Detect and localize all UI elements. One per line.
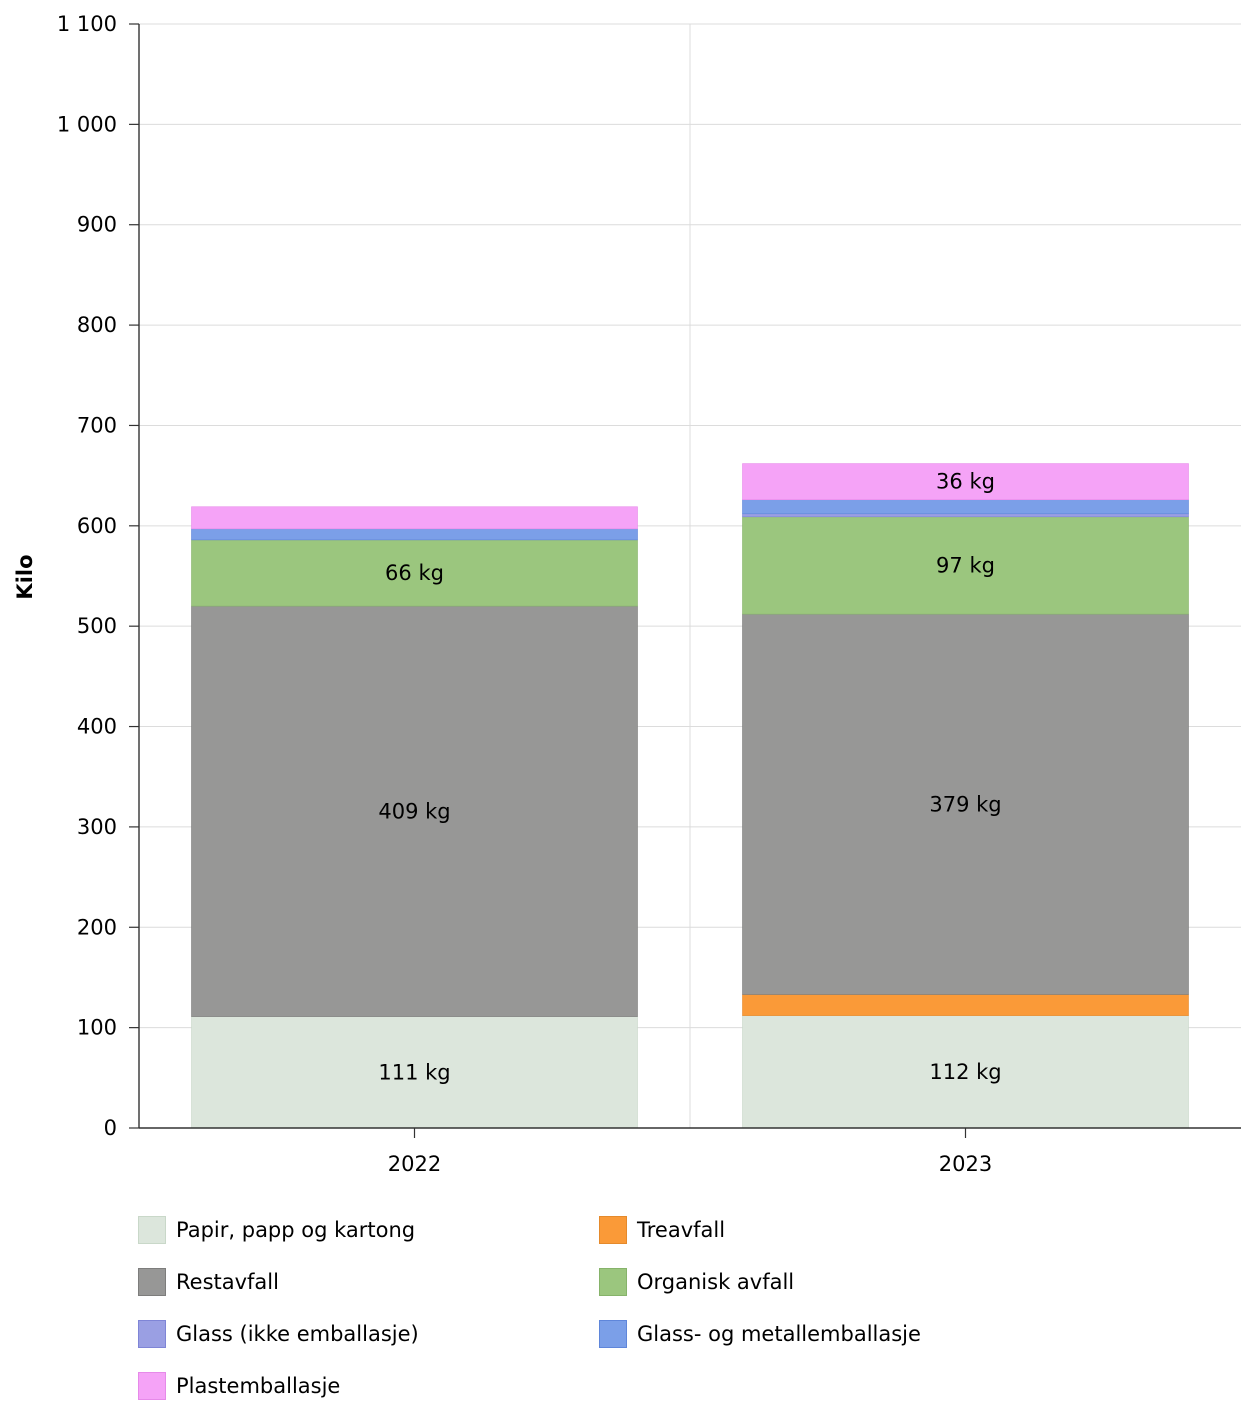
- legend-item[interactable]: Glass (ikke emballasje): [138, 1318, 419, 1350]
- legend-item[interactable]: Treavfall: [599, 1214, 725, 1246]
- legend-swatch: [599, 1320, 627, 1348]
- y-tick-label: 100: [77, 1016, 117, 1040]
- legend-item[interactable]: Glass- og metallemballasje: [599, 1318, 921, 1350]
- axes: 0 100 200 300 400 500 600 700 800 900 1 000 1 100 20…: [57, 12, 1241, 1176]
- y-tick-label: 900: [77, 213, 117, 237]
- data-label: 409 kg: [378, 799, 450, 823]
- bar-segment: [742, 994, 1189, 1016]
- legend-swatch: [599, 1268, 627, 1296]
- legend-item[interactable]: Organisk avfall: [599, 1266, 794, 1298]
- y-tick-label: 500: [77, 614, 117, 638]
- y-tick-label: 300: [77, 815, 117, 839]
- x-tick-label: 2022: [388, 1152, 441, 1176]
- y-tick-label: 700: [77, 413, 117, 437]
- y-tick-label: 1 100: [57, 12, 117, 36]
- data-label: 111 kg: [378, 1060, 450, 1084]
- y-tick-label: 200: [77, 915, 117, 939]
- y-axis-label: Kilo: [13, 554, 37, 599]
- bar-segment: [742, 499, 1189, 515]
- legend-swatch: [599, 1216, 627, 1244]
- data-label: 97 kg: [936, 553, 995, 577]
- legend-label: Treavfall: [637, 1218, 726, 1242]
- bar-segment: [742, 513, 1189, 518]
- legend-swatch: [138, 1372, 166, 1400]
- bars: [191, 463, 1189, 1129]
- y-tick-label: 1 000: [57, 112, 117, 136]
- legend-label: Plastemballasje: [176, 1374, 341, 1398]
- bar-segment: [191, 605, 638, 1017]
- bar-segment: [191, 528, 638, 541]
- legend-swatch: [138, 1320, 166, 1348]
- legend-label: Papir, papp og kartong: [176, 1218, 416, 1242]
- y-tick-label: 400: [77, 715, 117, 739]
- legend-label: Glass- og metallemballasje: [637, 1322, 921, 1346]
- legend-label: Organisk avfall: [637, 1270, 795, 1294]
- bar-segment: [742, 516, 1189, 615]
- legend-swatch: [138, 1268, 166, 1296]
- data-label: 379 kg: [929, 792, 1001, 816]
- data-label: 66 kg: [385, 561, 444, 585]
- data-label: 112 kg: [929, 1060, 1001, 1084]
- legend-label: Restavfall: [176, 1270, 279, 1294]
- legend-item[interactable]: Papir, papp og kartong: [138, 1214, 415, 1246]
- y-tick-label: 0: [104, 1116, 117, 1140]
- bar-segment: [191, 506, 638, 530]
- data-labels: 111 kg 409 kg 66 kg 112 kg 379 kg 97 kg 36 kg: [378, 470, 1001, 1085]
- legend-item[interactable]: Plastemballasje: [138, 1370, 340, 1402]
- bar-segment: [742, 1015, 1189, 1129]
- y-tick-label: 600: [77, 514, 117, 538]
- x-tick-label: 2023: [939, 1152, 992, 1176]
- bar-segment: [742, 463, 1189, 501]
- legend-item[interactable]: Restavfall: [138, 1266, 279, 1298]
- y-tick-label: 800: [77, 313, 117, 337]
- data-label: 36 kg: [936, 470, 995, 494]
- legend-swatch: [138, 1216, 166, 1244]
- legend-label: Glass (ikke emballasje): [176, 1322, 419, 1346]
- bar-segment: [191, 1016, 638, 1129]
- bar-segment: [742, 613, 1189, 995]
